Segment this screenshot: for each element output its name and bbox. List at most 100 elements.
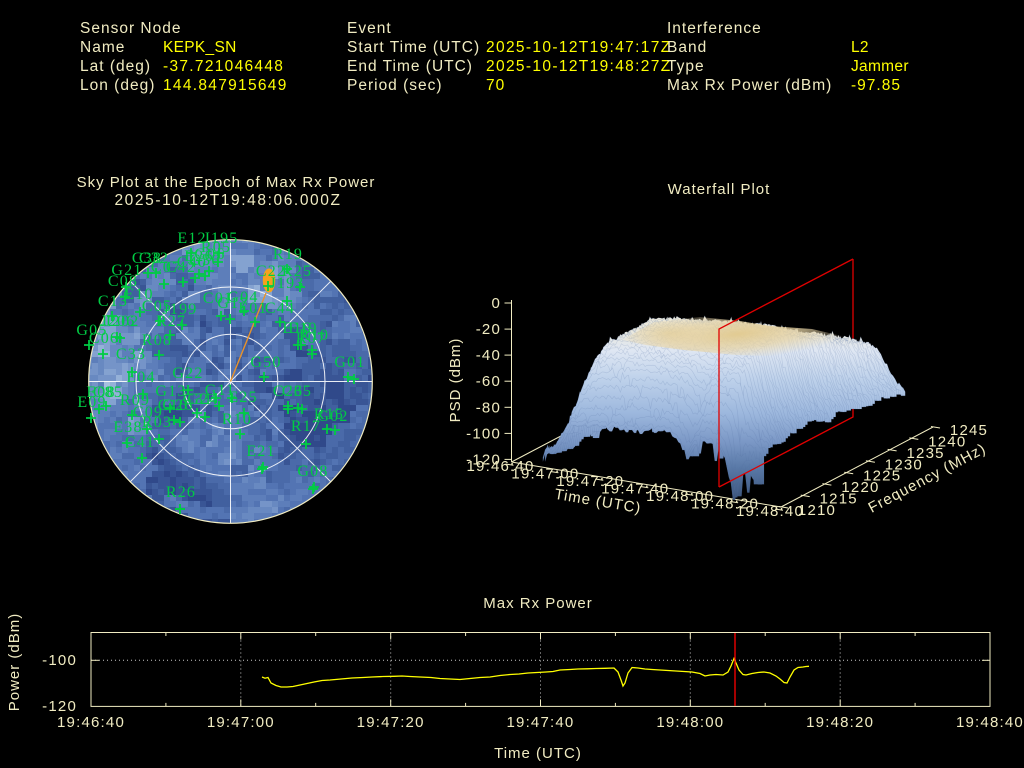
svg-text:Jammer: Jammer: [851, 58, 909, 75]
svg-text:1235: 1235: [907, 445, 945, 462]
svg-text:C16: C16: [158, 397, 188, 414]
svg-text:19:48:40: 19:48:40: [736, 503, 804, 520]
svg-text:1230: 1230: [885, 456, 923, 473]
svg-text:C13: C13: [98, 293, 128, 310]
svg-text:Time (UTC): Time (UTC): [494, 745, 582, 762]
svg-text:C08: C08: [108, 273, 138, 290]
svg-text:E19: E19: [288, 320, 317, 337]
svg-text:KEPK_SN: KEPK_SN: [163, 39, 237, 56]
svg-text:C40: C40: [177, 254, 207, 271]
svg-text:G04: G04: [227, 289, 258, 306]
svg-text:19:48:00: 19:48:00: [646, 488, 714, 505]
svg-text:G13: G13: [155, 383, 186, 400]
svg-text:C09: C09: [133, 404, 163, 421]
svg-text:1240: 1240: [928, 433, 966, 450]
svg-text:G24: G24: [187, 391, 218, 408]
svg-text:C42: C42: [166, 259, 196, 276]
svg-text:C33: C33: [116, 346, 146, 363]
svg-text:R10: R10: [299, 327, 329, 344]
svg-text:Period (sec): Period (sec): [347, 77, 443, 94]
svg-text:J193: J193: [269, 275, 304, 292]
svg-text:G02: G02: [317, 408, 348, 425]
svg-text:PSD (dBm): PSD (dBm): [447, 338, 464, 423]
svg-text:J202: J202: [104, 313, 139, 330]
svg-text:E21: E21: [246, 443, 275, 460]
svg-text:Interference: Interference: [667, 20, 762, 37]
svg-text:G01: G01: [334, 354, 365, 371]
svg-text:Event: Event: [347, 20, 392, 37]
svg-text:1225: 1225: [863, 468, 901, 485]
svg-text:G11: G11: [205, 382, 236, 399]
svg-text:C26: C26: [273, 383, 303, 400]
svg-text:2025-10-12T19:48:27Z: 2025-10-12T19:48:27Z: [486, 58, 672, 75]
svg-text:Max Rx Power: Max Rx Power: [483, 595, 593, 612]
svg-text:19:48:40: 19:48:40: [956, 714, 1024, 731]
svg-text:G21: G21: [111, 262, 142, 279]
svg-text:Max Rx Power (dBm): Max Rx Power (dBm): [667, 77, 832, 94]
svg-text:R07: R07: [296, 330, 326, 347]
svg-text:E04: E04: [126, 369, 155, 386]
svg-text:J199: J199: [162, 301, 197, 318]
svg-text:Type: Type: [667, 58, 705, 75]
svg-text:G36: G36: [189, 252, 220, 269]
svg-text:R19: R19: [273, 246, 303, 263]
svg-text:Sky Plot at the Epoch of Max R: Sky Plot at the Epoch of Max Rx Power: [77, 174, 376, 191]
svg-text:E08: E08: [86, 384, 115, 401]
svg-text:19:47:00: 19:47:00: [207, 714, 275, 731]
svg-text:G26: G26: [162, 397, 193, 414]
svg-text:Start Time (UTC): Start Time (UTC): [347, 39, 480, 56]
svg-text:19:46:40: 19:46:40: [57, 714, 125, 731]
svg-text:19:47:40: 19:47:40: [506, 714, 574, 731]
svg-text:19:48:20: 19:48:20: [691, 496, 759, 513]
svg-text:-100: -100: [42, 652, 77, 669]
svg-text:19:47:20: 19:47:20: [556, 473, 624, 490]
svg-text:19:48:00: 19:48:00: [656, 714, 724, 731]
svg-text:G08: G08: [297, 463, 328, 480]
svg-text:Lat (deg): Lat (deg): [80, 58, 151, 75]
svg-text:-80: -80: [476, 399, 501, 416]
svg-text:C07: C07: [151, 259, 181, 276]
svg-text:19:48:20: 19:48:20: [806, 714, 874, 731]
svg-text:0: 0: [491, 295, 501, 312]
svg-text:-60: -60: [476, 373, 501, 390]
svg-text:C06: C06: [89, 330, 119, 347]
svg-text:E12: E12: [177, 230, 206, 247]
svg-text:R05: R05: [201, 239, 231, 256]
svg-text:J195: J195: [203, 230, 238, 247]
svg-text:2025-10-12T19:48:06.000Z: 2025-10-12T19:48:06.000Z: [114, 192, 341, 209]
svg-text:R26: R26: [166, 484, 196, 501]
svg-text:End Time (UTC): End Time (UTC): [347, 58, 473, 75]
svg-text:2025-10-12T19:47:17Z: 2025-10-12T19:47:17Z: [486, 39, 672, 56]
svg-text:19:47:20: 19:47:20: [357, 714, 425, 731]
svg-text:1215: 1215: [820, 491, 858, 508]
svg-text:E01: E01: [238, 300, 267, 317]
svg-text:19:47:40: 19:47:40: [601, 481, 669, 498]
svg-text:C32: C32: [139, 250, 169, 267]
svg-text:-37.721046448: -37.721046448: [163, 58, 284, 75]
svg-text:Band: Band: [667, 39, 707, 56]
svg-text:Name: Name: [80, 39, 125, 56]
svg-text:C35: C35: [282, 383, 312, 400]
svg-text:C22: C22: [256, 263, 286, 280]
svg-text:G06: G06: [194, 246, 225, 263]
svg-text:R08: R08: [142, 332, 172, 349]
svg-text:R15: R15: [314, 406, 344, 423]
svg-text:Lon (deg): Lon (deg): [80, 77, 155, 94]
svg-text:1220: 1220: [841, 479, 879, 496]
svg-text:C01: C01: [203, 290, 233, 307]
svg-text:-120: -120: [42, 698, 77, 715]
svg-text:-20: -20: [476, 321, 501, 338]
svg-text:E38: E38: [113, 419, 142, 436]
svg-text:E16: E16: [282, 320, 311, 337]
svg-text:G17: G17: [217, 295, 248, 312]
svg-text:-120: -120: [466, 451, 501, 468]
svg-text:-97.85: -97.85: [851, 77, 901, 94]
svg-text:C85: C85: [93, 384, 123, 401]
svg-text:19:47:00: 19:47:00: [511, 466, 579, 483]
svg-text:G05: G05: [76, 322, 107, 339]
svg-text:R25: R25: [282, 263, 312, 280]
svg-text:R17: R17: [291, 418, 321, 435]
svg-text:C41: C41: [125, 434, 155, 451]
svg-text:R09: R09: [120, 392, 150, 409]
svg-text:C44: C44: [265, 300, 295, 317]
